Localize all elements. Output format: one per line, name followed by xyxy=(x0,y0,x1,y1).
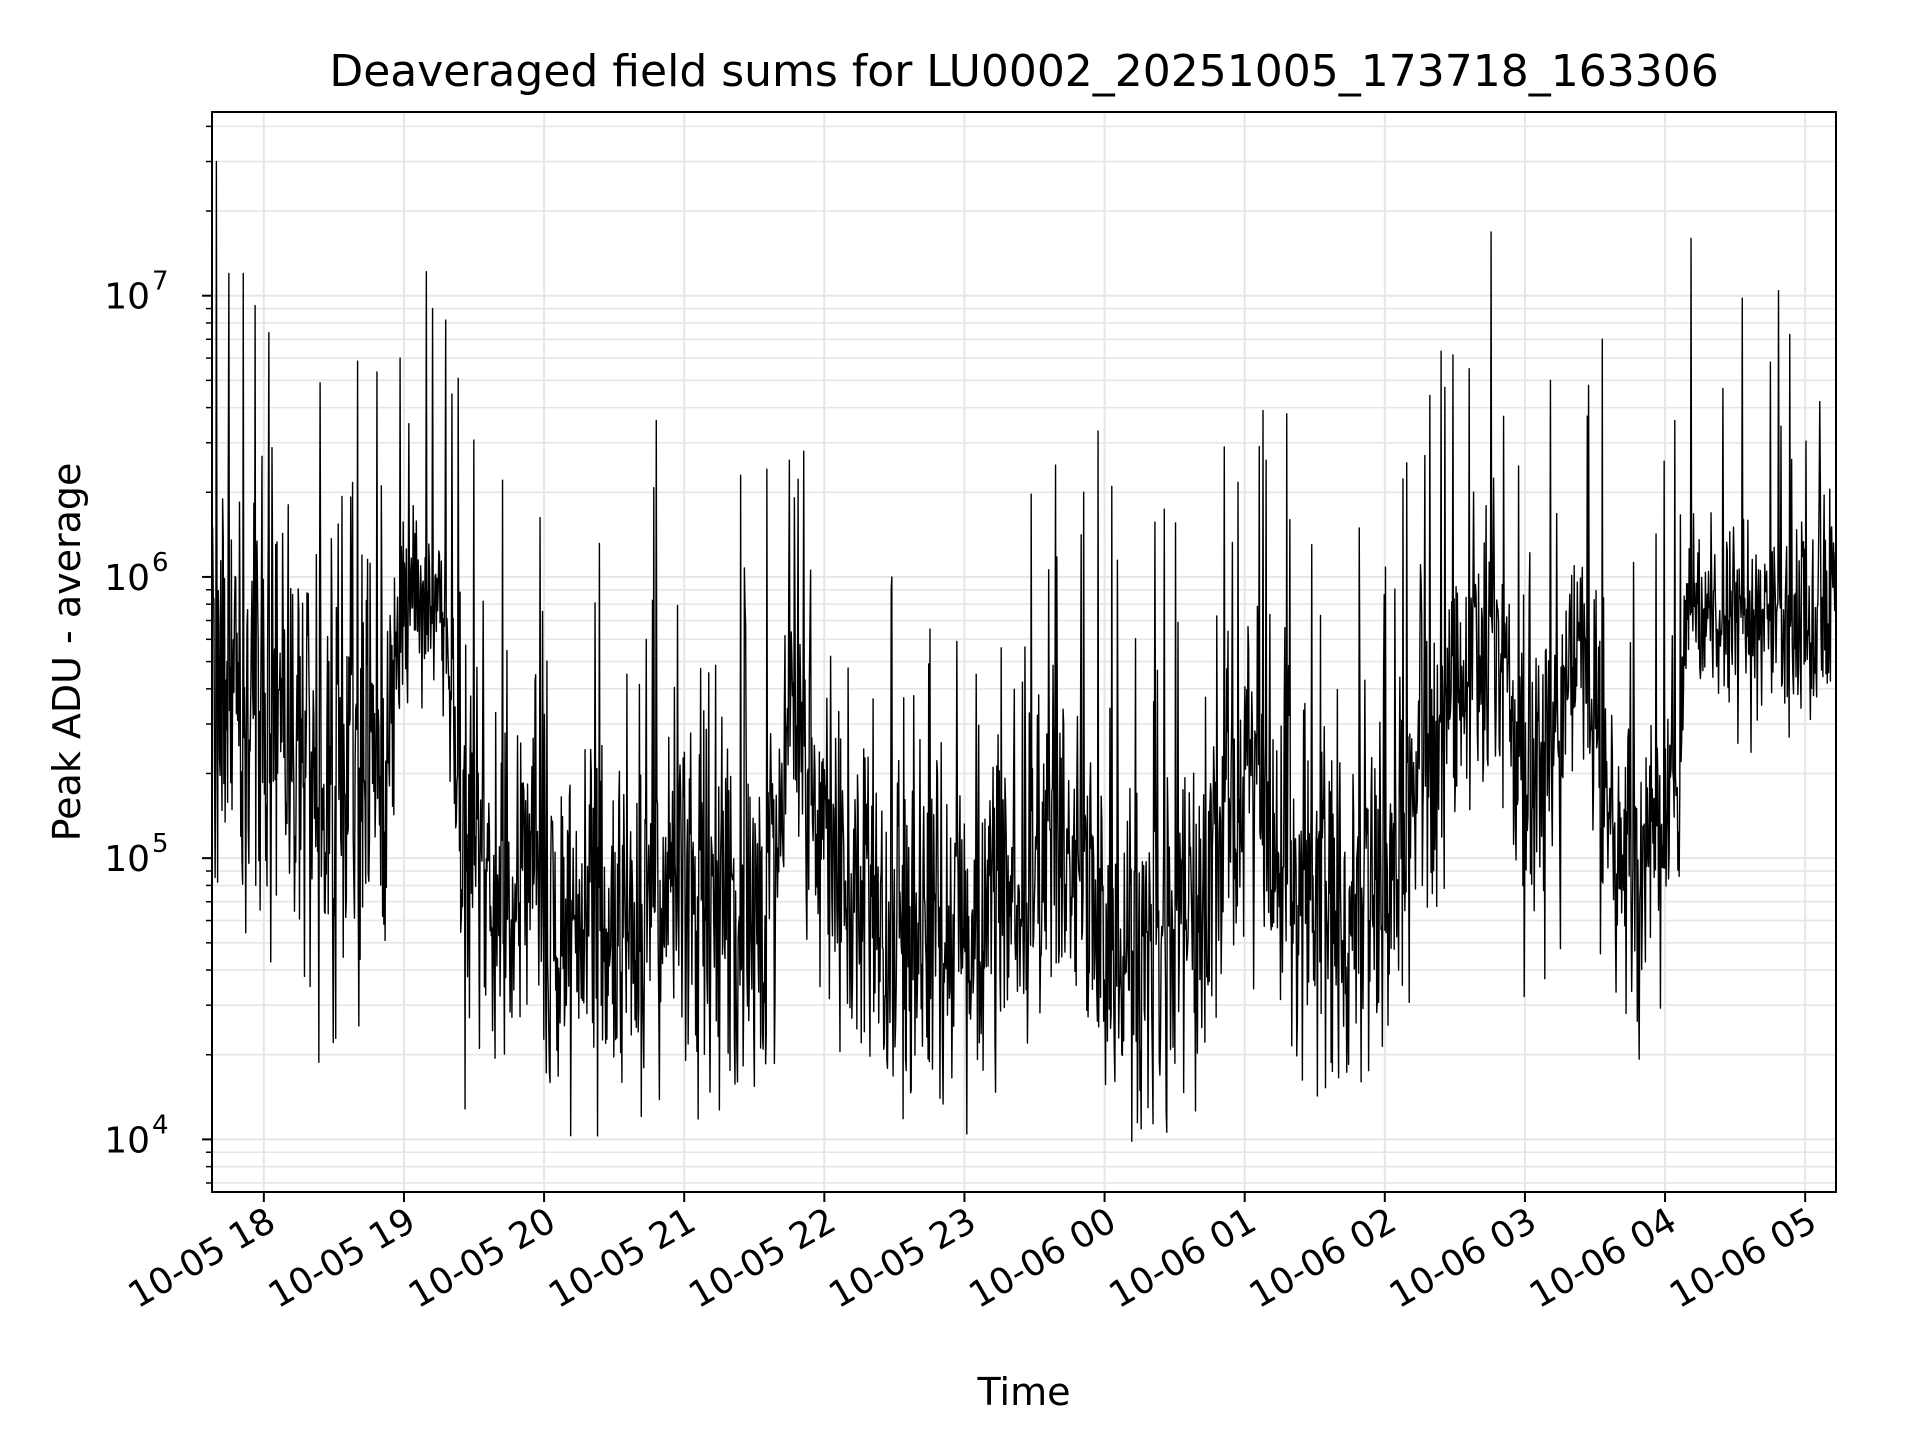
y-tick-label-exponent: 6 xyxy=(152,548,169,578)
y-tick-label: 10 4 xyxy=(104,1110,168,1161)
y-tick-label-base: 10 xyxy=(104,277,150,318)
chart-title: Deaveraged field sums for LU0002_2025100… xyxy=(329,46,1718,97)
y-tick-label-base: 10 xyxy=(104,558,150,599)
y-tick-label-exponent: 7 xyxy=(152,267,169,297)
y-tick-label-exponent: 5 xyxy=(152,829,169,859)
y-tick-label: 10 6 xyxy=(104,548,168,599)
x-axis-label: Time xyxy=(977,1370,1071,1414)
y-axis-label: Peak ADU - average xyxy=(45,463,89,842)
y-tick-label-base: 10 xyxy=(104,839,150,880)
series-line xyxy=(212,160,1836,1142)
plot-frame xyxy=(211,111,1837,1193)
y-tick-label: 10 7 xyxy=(104,267,168,318)
y-tick-label-exponent: 4 xyxy=(152,1110,169,1140)
y-tick-label-base: 10 xyxy=(104,1120,150,1161)
series-line-layer xyxy=(212,160,1836,1142)
y-tick-label: 10 5 xyxy=(104,829,168,880)
